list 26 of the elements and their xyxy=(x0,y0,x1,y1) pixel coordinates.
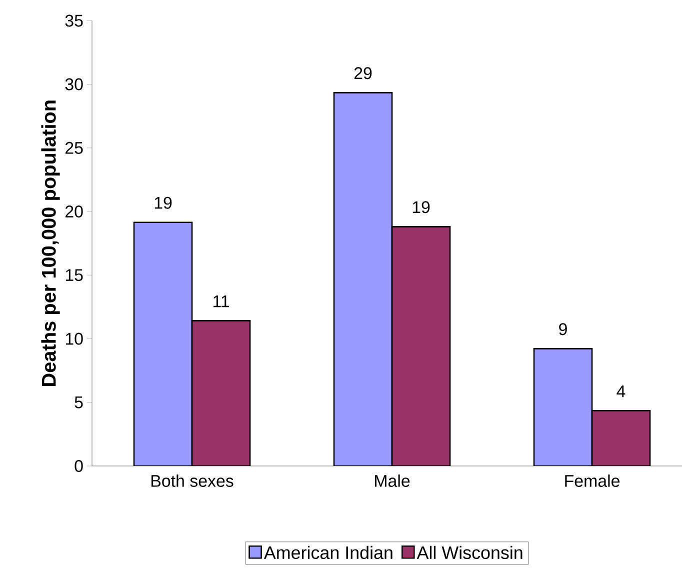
data-label: 11 xyxy=(214,296,229,308)
x-tick-label: Female xyxy=(565,474,620,487)
bar xyxy=(591,410,651,466)
bar xyxy=(333,92,393,466)
y-tick-label: 5 xyxy=(74,396,83,408)
y-tick-label: 25 xyxy=(66,142,83,154)
data-label: 29 xyxy=(354,67,372,80)
bar xyxy=(133,222,193,466)
data-label: 19 xyxy=(412,201,430,214)
y-axis-title: Deaths per 100,000 population xyxy=(41,100,60,386)
y-tick-label: 30 xyxy=(65,78,83,90)
y-tick-label: 0 xyxy=(74,460,83,472)
y-tick-label: 20 xyxy=(66,206,83,218)
bar xyxy=(391,226,451,466)
bar xyxy=(533,348,593,466)
y-tick-label: 10 xyxy=(66,332,83,345)
legend-label: All Wisconsin xyxy=(416,546,522,560)
data-label: 4 xyxy=(616,385,626,398)
bar xyxy=(191,320,251,466)
y-tick-label: 35 xyxy=(65,14,83,27)
x-tick-label: Male xyxy=(375,474,410,487)
legend-label: American Indian xyxy=(264,546,392,560)
data-label: 19 xyxy=(154,196,172,209)
x-tick-label: Both sexes xyxy=(152,474,234,487)
y-tick-label: 15 xyxy=(66,269,83,282)
data-label: 9 xyxy=(559,323,567,336)
